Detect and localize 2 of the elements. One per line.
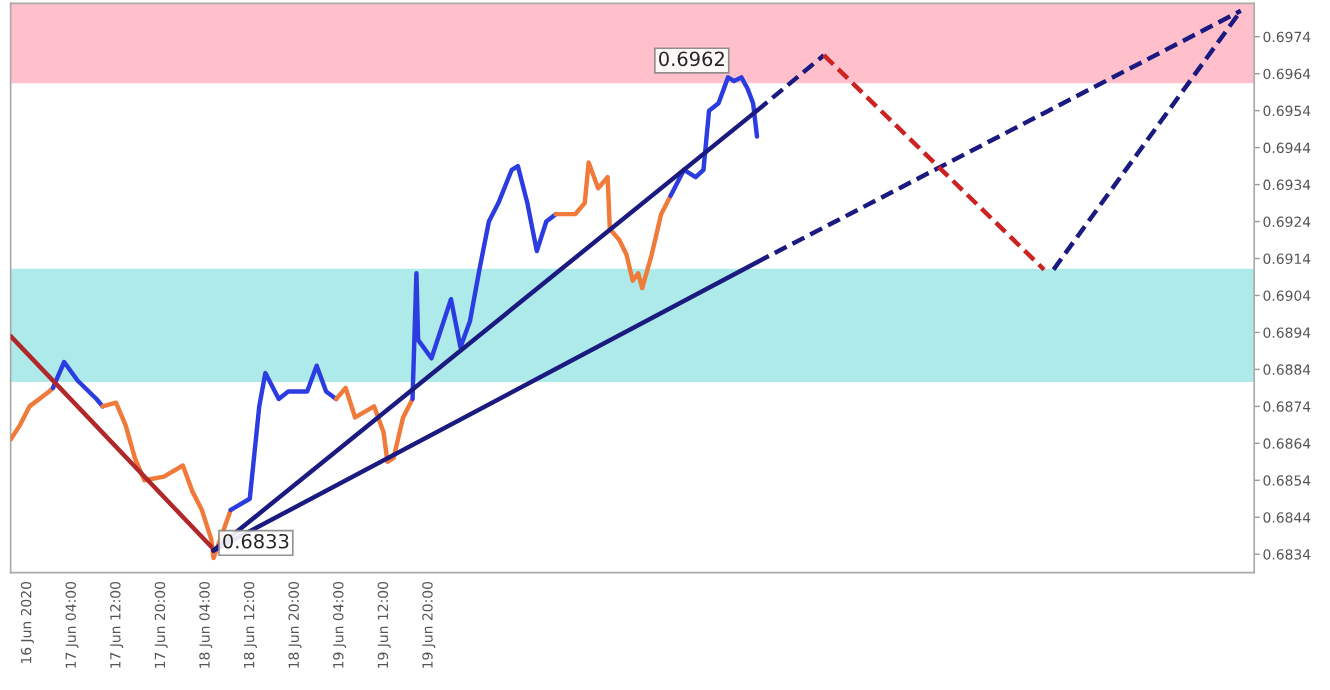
annotation: 0.6962 (659, 51, 724, 67)
annotation: 0.6833 (223, 533, 289, 549)
